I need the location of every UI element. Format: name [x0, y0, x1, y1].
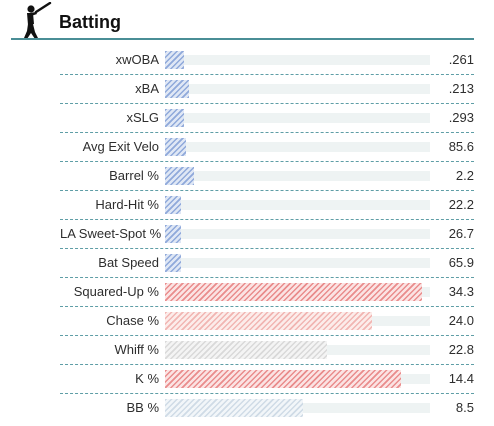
metric-label: Barrel %	[109, 168, 159, 183]
metric-row: xSLG .293	[0, 104, 494, 133]
metric-label: LA Sweet-Spot %	[60, 226, 162, 241]
row-divider	[60, 132, 474, 133]
row-divider	[60, 219, 474, 220]
metric-row: LA Sweet-Spot % 26.7	[0, 220, 494, 249]
row-divider	[60, 277, 474, 278]
metric-value: .261	[448, 52, 474, 67]
metric-value: 2.2	[455, 168, 474, 183]
percentile-track	[165, 84, 430, 94]
row-divider	[60, 248, 474, 249]
metric-value: 14.4	[448, 371, 474, 386]
percentile-bar	[165, 109, 184, 127]
metric-label: BB %	[126, 400, 159, 415]
metric-row: xwOBA .261	[0, 46, 494, 75]
metric-row: Barrel % 2.2	[0, 162, 494, 191]
metric-label: Chase %	[106, 313, 159, 328]
row-divider	[60, 306, 474, 307]
row-divider	[60, 393, 474, 394]
metric-label: K %	[135, 371, 159, 386]
percentile-bar	[165, 370, 401, 388]
percentile-bar	[165, 167, 194, 185]
row-divider	[60, 190, 474, 191]
metric-row: xBA .213	[0, 75, 494, 104]
metric-label: Hard-Hit %	[95, 197, 159, 212]
percentile-track	[165, 55, 430, 65]
metric-value: .213	[448, 81, 474, 96]
metric-row: K % 14.4	[0, 365, 494, 394]
metric-row: Hard-Hit % 22.2	[0, 191, 494, 220]
metric-value: 24.0	[448, 313, 474, 328]
metric-row: BB % 8.5	[0, 394, 494, 423]
metric-label: Whiff %	[114, 342, 159, 357]
row-divider	[60, 103, 474, 104]
metric-row: Chase % 24.0	[0, 307, 494, 336]
metric-label: xBA	[135, 81, 159, 96]
metrics-list: xwOBA .261 xBA .213 xSLG .293 Avg Exit Velo 85.…	[0, 46, 494, 423]
percentile-bar	[165, 312, 372, 330]
percentile-track	[165, 258, 430, 268]
metric-label: Squared-Up %	[73, 284, 159, 299]
percentile-bar	[165, 283, 422, 301]
metric-value: 22.8	[448, 342, 474, 357]
percentile-bar	[165, 80, 189, 98]
page-title: Batting	[59, 12, 121, 32]
percentile-track	[165, 113, 430, 123]
metric-value: 26.7	[448, 226, 474, 241]
metric-value: 65.9	[448, 255, 474, 270]
row-divider	[60, 364, 474, 365]
percentile-bar	[165, 51, 184, 69]
percentile-bar	[165, 254, 181, 272]
metric-label: Bat Speed	[98, 255, 159, 270]
metric-row: Whiff % 22.8	[0, 336, 494, 365]
percentile-bar	[165, 225, 181, 243]
metric-label: xwOBA	[115, 52, 159, 67]
batter-silhouette-icon	[14, 1, 54, 40]
percentile-track	[165, 171, 430, 181]
metric-value: 22.2	[448, 197, 474, 212]
percentile-bar	[165, 196, 181, 214]
percentile-track	[165, 229, 430, 239]
metric-row: Squared-Up % 34.3	[0, 278, 494, 307]
percentile-bar	[165, 341, 327, 359]
metric-value: 34.3	[448, 284, 474, 299]
row-divider	[60, 161, 474, 162]
metric-label: xSLG	[126, 110, 159, 125]
metric-value: 8.5	[455, 400, 474, 415]
section-header: Batting	[0, 0, 494, 42]
metric-value: .293	[448, 110, 474, 125]
percentile-bar	[165, 138, 186, 156]
metric-label: Avg Exit Velo	[82, 139, 159, 154]
percentile-bar	[165, 399, 303, 417]
metric-value: 85.6	[448, 139, 474, 154]
row-divider	[60, 335, 474, 336]
row-divider	[60, 74, 474, 75]
title-underline	[11, 38, 474, 40]
percentile-track	[165, 200, 430, 210]
metric-row: Avg Exit Velo 85.6	[0, 133, 494, 162]
metric-row: Bat Speed 65.9	[0, 249, 494, 278]
percentile-track	[165, 142, 430, 152]
